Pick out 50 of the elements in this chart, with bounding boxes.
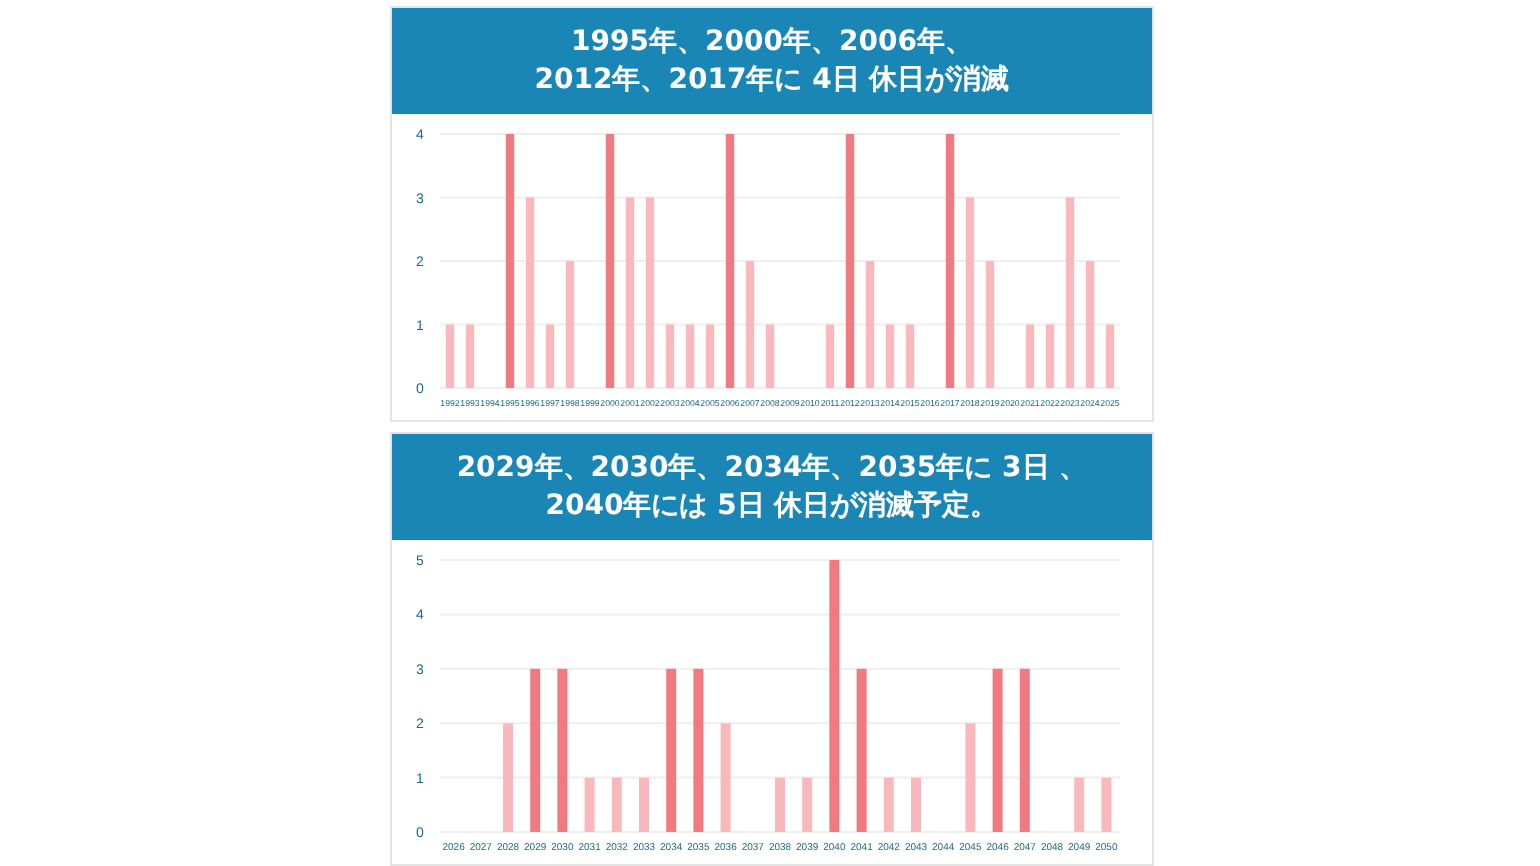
bar	[685, 324, 695, 388]
bar	[985, 261, 995, 388]
bar	[611, 777, 622, 832]
bar	[865, 261, 875, 388]
bar	[530, 668, 541, 832]
chart-title: 2029年、2030年、2034年、2035年に 3日 、 2040年には 5日 休日が消滅予定。	[392, 434, 1152, 540]
bar	[665, 324, 675, 388]
bar	[1101, 777, 1112, 832]
bar	[856, 668, 867, 832]
bar	[445, 324, 455, 388]
bar	[883, 777, 894, 832]
bar	[625, 197, 635, 388]
bar	[829, 560, 840, 832]
bar	[765, 324, 775, 388]
bar	[705, 324, 715, 388]
bar	[1105, 324, 1115, 388]
bar	[1045, 324, 1055, 388]
bar	[525, 197, 535, 388]
bar	[503, 723, 513, 832]
bar	[505, 134, 515, 388]
bar	[639, 777, 649, 832]
bar	[775, 777, 785, 832]
bar	[605, 134, 615, 388]
bar	[666, 668, 677, 832]
bar	[745, 261, 755, 388]
bar	[1065, 197, 1075, 388]
bar	[802, 777, 813, 832]
bar	[565, 261, 575, 388]
bar	[725, 134, 735, 388]
bar	[905, 324, 915, 388]
bar	[557, 668, 568, 832]
bar	[645, 197, 655, 388]
bar	[693, 668, 704, 832]
bar	[965, 197, 975, 388]
bar	[945, 134, 955, 388]
bar	[1025, 324, 1035, 388]
chart-title: 1995年、2000年、2006年、 2012年、2017年に 4日 休日が消滅	[392, 8, 1152, 114]
bar	[885, 324, 895, 388]
bar	[845, 134, 855, 388]
bar	[465, 324, 475, 388]
bar	[720, 723, 731, 832]
bar	[545, 324, 555, 388]
bar	[911, 777, 921, 832]
bar	[965, 723, 976, 832]
bar	[584, 777, 595, 832]
bar	[1019, 668, 1030, 832]
bar	[1085, 261, 1095, 388]
bar	[992, 668, 1003, 832]
bar	[1074, 777, 1085, 832]
bar	[825, 324, 835, 388]
